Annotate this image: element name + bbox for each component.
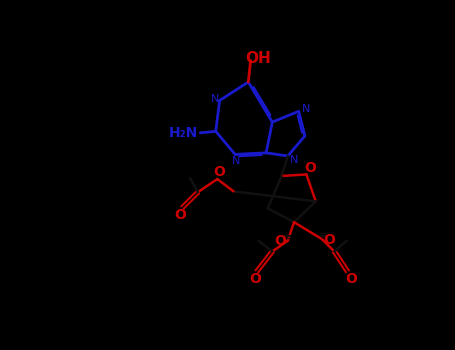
Text: N: N <box>232 156 240 166</box>
Text: N: N <box>302 104 310 114</box>
Text: N: N <box>290 155 298 165</box>
Text: N: N <box>211 94 219 104</box>
Text: OH: OH <box>246 51 271 66</box>
Text: H₂N: H₂N <box>168 126 198 140</box>
Text: O: O <box>304 161 316 175</box>
Text: O: O <box>274 234 286 248</box>
Text: O: O <box>214 165 226 179</box>
Text: O: O <box>345 272 357 286</box>
Text: O: O <box>249 272 261 286</box>
Text: O: O <box>174 208 186 222</box>
Text: O: O <box>324 233 336 247</box>
